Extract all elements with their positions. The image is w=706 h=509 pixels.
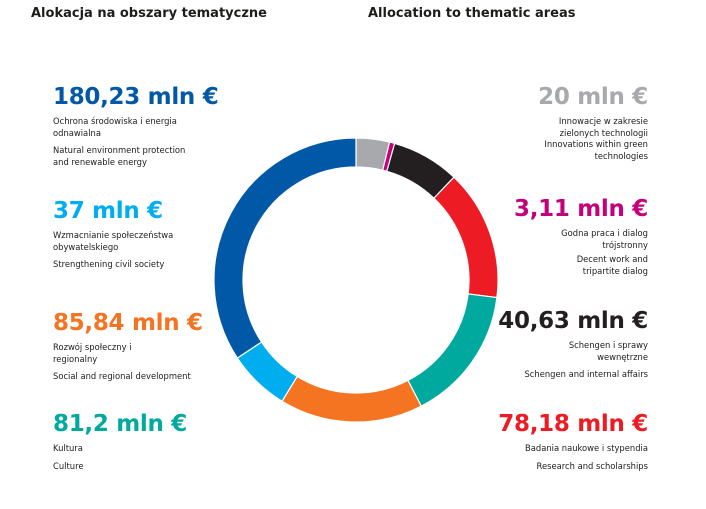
legend-label-en-social: Social and regional development bbox=[53, 371, 191, 381]
header-english: Allocation to thematic areas bbox=[368, 6, 576, 21]
donut-slice-environment bbox=[213, 137, 357, 359]
legend-item-research: 78,18 mln € Badania naukowe i stypendia … bbox=[418, 411, 648, 472]
data-label-culture: 81,2 mln € bbox=[53, 411, 187, 437]
data-label-research: 78,18 mln € bbox=[498, 411, 648, 437]
legend-item-green: 20 mln € Innowacje w zakresie zielonych … bbox=[418, 84, 648, 162]
legend-item-culture: 81,2 mln € Kultura Culture bbox=[53, 411, 283, 472]
legend-label-pl-decent: Godna praca i dialog trójstronny bbox=[561, 228, 648, 250]
legend-label-en-research: Research and scholarships bbox=[536, 460, 648, 471]
legend-label-pl-social: Rozwój społeczny i regionalny bbox=[53, 342, 132, 364]
legend-item-environment: 180,23 mln € Ochrona środowiska i energi… bbox=[53, 84, 283, 168]
donut-slice-culture bbox=[407, 293, 498, 407]
legend-label-en-culture: Culture bbox=[53, 460, 84, 471]
data-label-green: 20 mln € bbox=[538, 84, 648, 110]
legend-label-pl-research: Badania naukowe i stypendia bbox=[525, 443, 648, 453]
legend-label-en-civil: Strengthening civil society bbox=[53, 259, 165, 269]
header-polish: Alokacja na obszary tematyczne bbox=[31, 6, 267, 21]
donut-slice-social bbox=[281, 375, 423, 423]
legend-label-pl-green: Innowacje w zakresie zielonych technolog… bbox=[558, 116, 648, 138]
data-label-schengen: 40,63 mln € bbox=[498, 308, 648, 334]
legend-item-social: 85,84 mln € Rozwój społeczny i regionaln… bbox=[53, 310, 283, 383]
legend-label-pl-environment: Ochrona środowiska i energia odnawialna bbox=[53, 116, 177, 138]
data-label-civil: 37 mln € bbox=[53, 198, 163, 224]
legend-label-en-environment: Natural environment protection and renew… bbox=[53, 145, 186, 167]
legend-label-en-decent: Decent work and tripartite dialog bbox=[576, 254, 648, 276]
donut-slice-research bbox=[433, 176, 499, 299]
data-label-decent: 3,11 mln € bbox=[514, 196, 648, 222]
data-label-social: 85,84 mln € bbox=[53, 310, 203, 336]
legend-item-decent: 3,11 mln € Godna praca i dialog trójstro… bbox=[418, 196, 648, 277]
legend-item-civil: 37 mln € Wzmacnianie społeczeństwa obywa… bbox=[53, 198, 283, 271]
legend-label-en-schengen: Schengen and internal affairs bbox=[524, 369, 648, 379]
legend-label-pl-schengen: Schengen i sprawy wewnętrzne bbox=[568, 340, 648, 362]
legend-label-en-green: Innovations within green technologies bbox=[544, 139, 648, 161]
legend-label-pl-culture: Kultura bbox=[53, 443, 83, 453]
legend-item-schengen: 40,63 mln € Schengen i sprawy wewnętrzne… bbox=[418, 308, 648, 381]
data-label-environment: 180,23 mln € bbox=[53, 84, 219, 110]
donut-chart bbox=[213, 137, 499, 423]
legend-label-pl-civil: Wzmacnianie społeczeństwa obywatelskiego bbox=[53, 230, 174, 252]
